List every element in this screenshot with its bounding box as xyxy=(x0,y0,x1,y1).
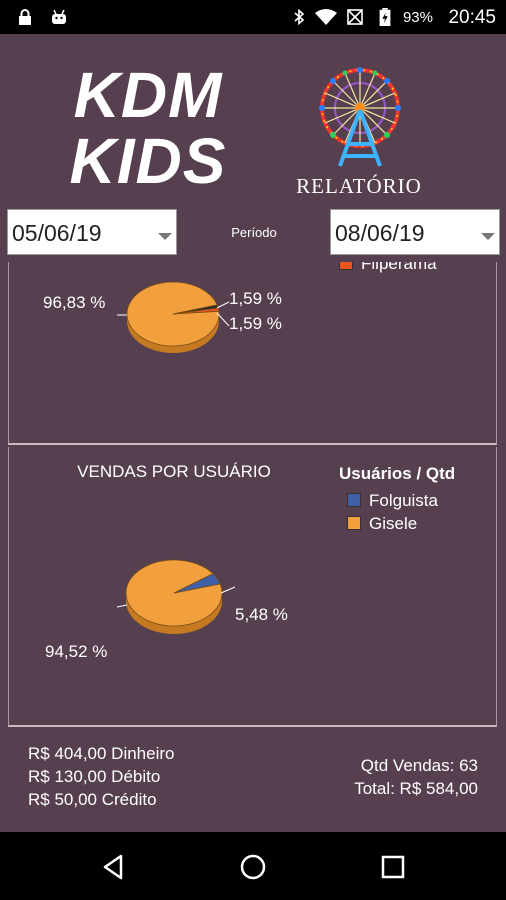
navigation-bar xyxy=(0,832,506,900)
user-pie-chart xyxy=(117,559,236,634)
product-pie-chart xyxy=(117,282,230,353)
chevron-down-icon xyxy=(481,233,495,240)
payment-summary: R$ 404,00 Dinheiro R$ 130,00 Débito R$ 5… xyxy=(28,742,174,811)
legend-item-folguista: Folguista xyxy=(347,491,438,511)
pie-label-dark: 1,59 % xyxy=(229,289,282,308)
battery-percent: 93% xyxy=(402,9,433,26)
battery-charging-icon xyxy=(379,8,391,26)
legend-label: Folguista xyxy=(369,491,438,510)
report-title: RELATÓRIO xyxy=(296,174,422,198)
sales-total: Total: R$ 584,00 xyxy=(354,779,478,798)
chart-title: VENDAS POR USUÁRIO xyxy=(77,462,271,481)
period-label: Período xyxy=(231,225,277,240)
start-date-value: 05/06/19 xyxy=(12,220,102,246)
status-bar: 93% 20:45 xyxy=(0,0,506,34)
back-icon[interactable] xyxy=(97,850,131,884)
end-date-value: 08/06/19 xyxy=(335,220,425,246)
cash-total: R$ 404,00 Dinheiro xyxy=(28,744,175,763)
debit-total: R$ 130,00 Débito xyxy=(28,767,161,786)
sales-count: Qtd Vendas: 63 xyxy=(360,756,478,775)
product-sales-chart-panel[interactable]: Fliperama 96,83 % 1,59 % 1,59 % xyxy=(8,262,497,445)
pie-label-folguista: 5,48 % xyxy=(235,605,288,624)
logo-line-2: KIDS xyxy=(69,125,227,197)
leader-line xyxy=(216,312,230,327)
legend-title: Usuários / Qtd xyxy=(339,464,456,483)
pie-slice-1 xyxy=(173,573,221,594)
start-date-dropdown[interactable]: 05/06/19 xyxy=(7,209,177,255)
legend-swatch xyxy=(347,516,361,530)
bluetooth-icon xyxy=(294,8,305,26)
user-sales-chart-panel[interactable]: VENDAS POR USUÁRIO Usuários / Qtd Folgui… xyxy=(8,447,497,727)
pie-label-orange: 96,83 % xyxy=(43,293,106,312)
credit-total: R$ 50,00 Crédito xyxy=(28,790,157,809)
legend-label: Fliperama xyxy=(361,262,437,273)
chevron-down-icon xyxy=(158,233,172,240)
legend-item-fliperama: Fliperama xyxy=(339,262,437,274)
ferris-wheel-icon xyxy=(319,67,401,167)
lock-icon xyxy=(19,9,31,25)
home-icon[interactable] xyxy=(236,850,270,884)
sales-summary: Qtd Vendas: 63 Total: R$ 584,00 xyxy=(354,754,478,800)
legend-swatch xyxy=(339,262,353,270)
leader-line xyxy=(117,604,128,608)
pie-label-red: 1,59 % xyxy=(229,314,282,333)
app-logo: KDM KIDS xyxy=(58,62,238,194)
recents-icon[interactable] xyxy=(376,850,410,884)
pie-label-gisele: 94,52 % xyxy=(45,642,108,661)
leader-line xyxy=(220,586,236,594)
legend-label: Gisele xyxy=(369,514,418,533)
pie-slices xyxy=(125,559,223,627)
clock: 20:45 xyxy=(448,7,496,28)
leader-line xyxy=(216,301,230,309)
wifi-icon xyxy=(315,9,337,25)
report-screen: KDM KIDS RELATÓRIO 05/06/19 xyxy=(0,34,506,832)
logo-line-1: KDM xyxy=(73,59,223,131)
pie-slices xyxy=(126,282,220,347)
legend-item-gisele: Gisele xyxy=(347,514,417,534)
android-icon xyxy=(52,9,66,24)
legend-swatch xyxy=(347,493,361,507)
end-date-dropdown[interactable]: 08/06/19 xyxy=(330,209,500,255)
pie-slice-2 xyxy=(172,307,220,315)
signal-off-icon xyxy=(347,9,363,25)
